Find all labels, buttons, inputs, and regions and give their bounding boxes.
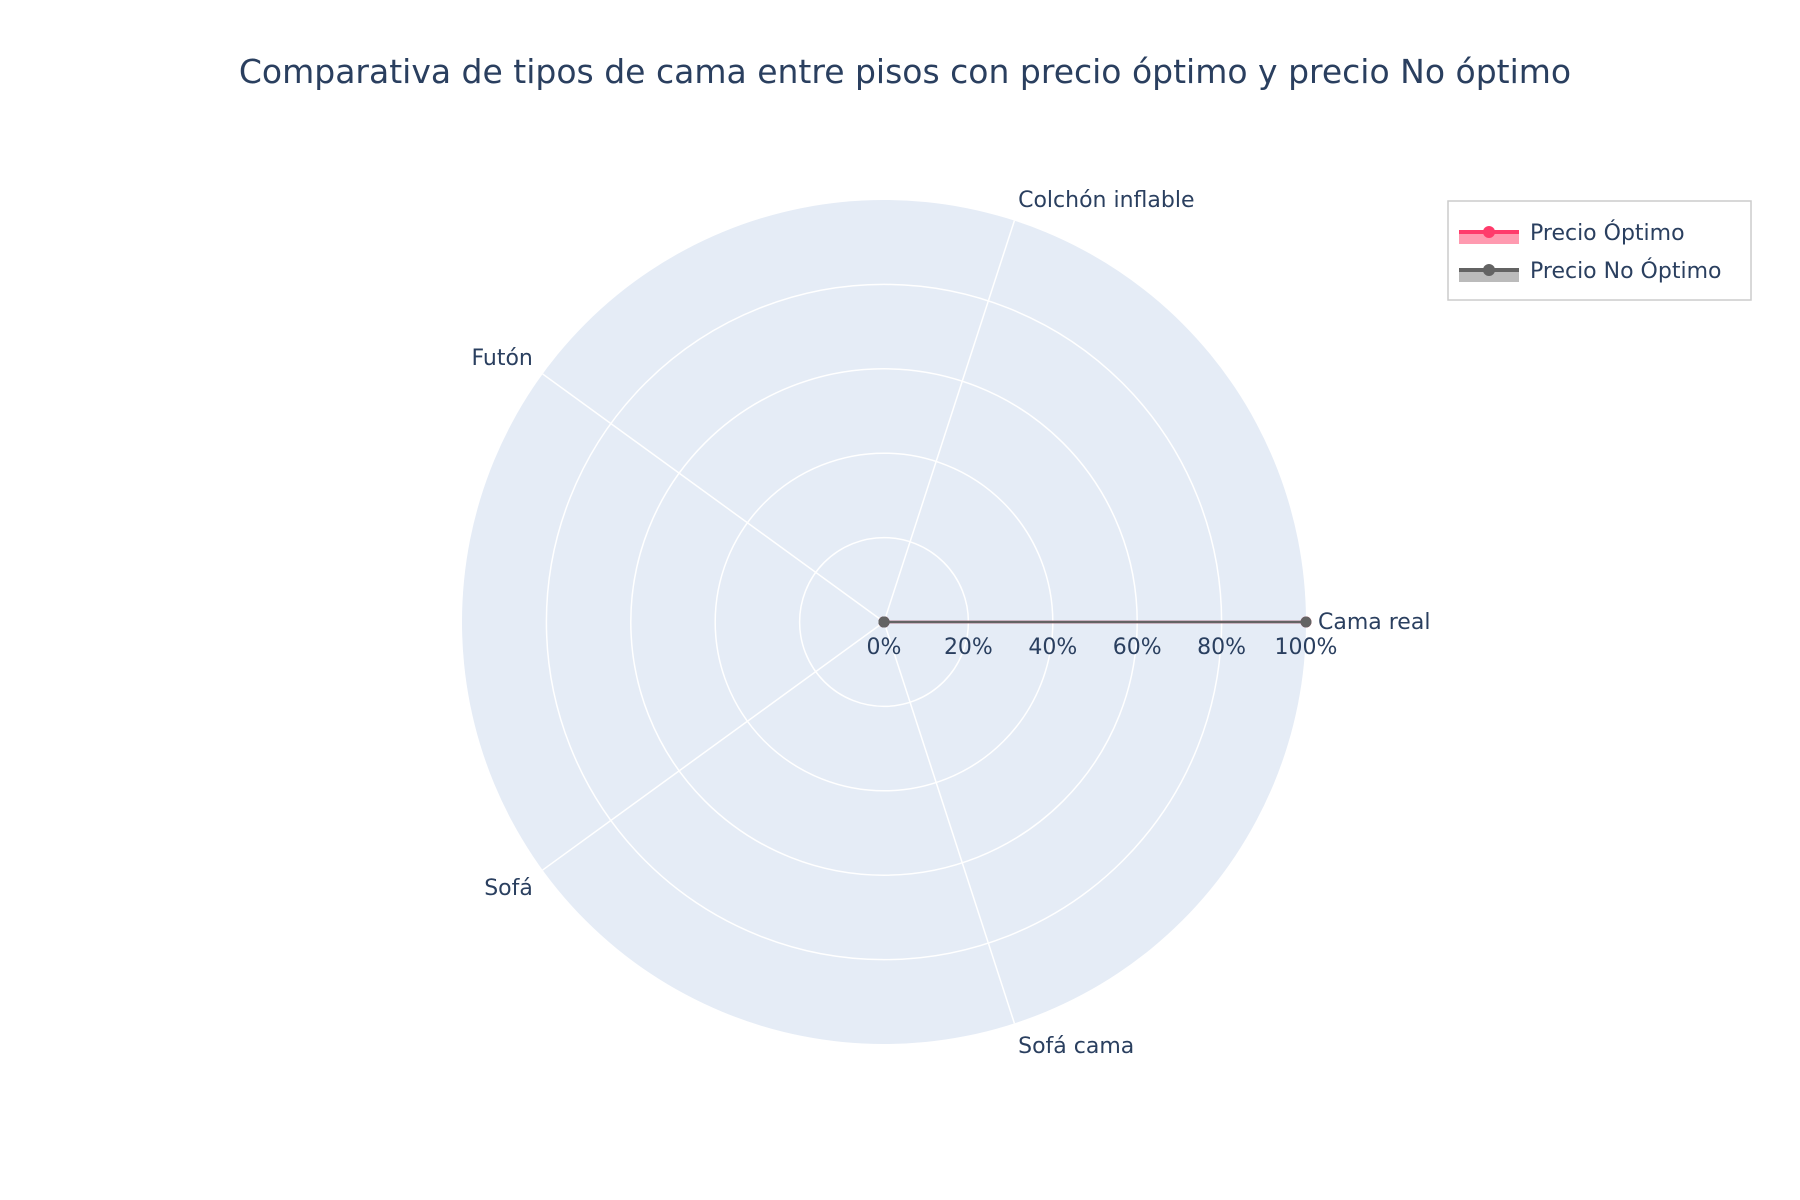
spoke-4 [883,621,1016,1024]
series-1-point-0 [1300,616,1312,628]
radial-tick-1: 20% [944,635,993,660]
radial-tick-3: 60% [1113,635,1162,660]
chart-title: Comparativa de tipos de cama entre pisos… [239,52,1571,91]
category-label-4: Sofá cama [1018,1034,1134,1059]
spoke-1 [883,220,1016,623]
legend-marker-0 [1483,226,1495,238]
spoke-2 [542,373,885,623]
category-label-1: Colchón inflable [1018,188,1194,213]
legend-label-1: Precio No Óptimo [1530,258,1721,284]
radial-tick-2: 40% [1028,635,1077,660]
radial-tick-5: 100% [1275,635,1338,660]
series-1-point-4 [878,616,890,628]
radial-tick-0: 0% [867,635,902,660]
category-label-2: Futón [471,346,532,371]
legend: Precio Óptimo Precio No Óptimo [1447,200,1752,301]
spoke-3 [542,621,885,871]
legend-box [1447,200,1752,301]
polar-area: Cama real Colchón inflable Futón Sofá Sofá c… [462,188,1430,1059]
radial-tick-4: 80% [1197,635,1246,660]
legend-label-0: Precio Óptimo [1530,220,1685,246]
category-label-0: Cama real [1318,610,1430,635]
category-label-3: Sofá [484,876,533,901]
legend-marker-1 [1483,264,1495,276]
